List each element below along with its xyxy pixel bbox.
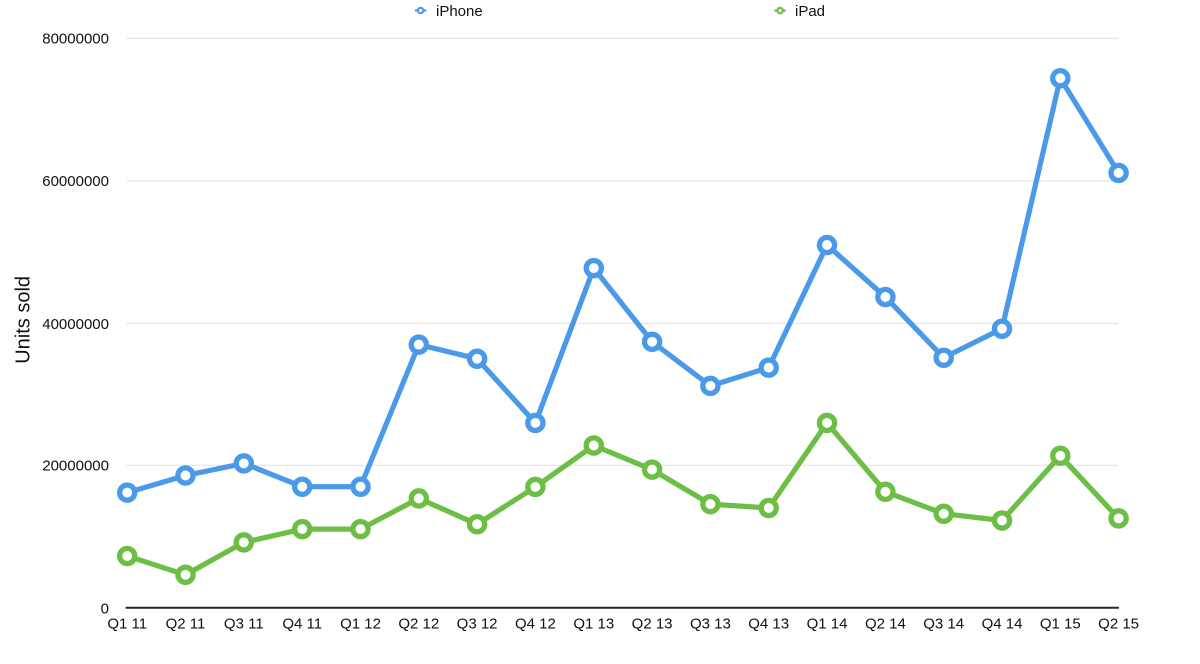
svg-text:80000000: 80000000 <box>42 31 109 48</box>
svg-text:Q1 12: Q1 12 <box>340 615 381 632</box>
svg-text:Q2 15: Q2 15 <box>1098 615 1139 632</box>
svg-text:Q4 11: Q4 11 <box>282 615 322 632</box>
svg-text:Q4 14: Q4 14 <box>982 615 1023 632</box>
svg-text:Q1 14: Q1 14 <box>807 615 848 632</box>
svg-text:Q3 11: Q3 11 <box>224 615 264 632</box>
svg-text:Q4 12: Q4 12 <box>515 615 556 632</box>
svg-text:Q3 12: Q3 12 <box>457 615 498 632</box>
svg-text:Q1 15: Q1 15 <box>1040 615 1081 632</box>
svg-text:20000000: 20000000 <box>42 458 109 475</box>
svg-text:Q3 13: Q3 13 <box>690 615 731 632</box>
svg-text:Q3 14: Q3 14 <box>923 615 964 632</box>
svg-text:Q2 12: Q2 12 <box>398 615 439 632</box>
svg-text:Q4 13: Q4 13 <box>748 615 789 632</box>
svg-text:40000000: 40000000 <box>42 316 109 333</box>
svg-text:60000000: 60000000 <box>42 173 109 190</box>
svg-text:iPhone: iPhone <box>436 3 483 20</box>
svg-text:Q1 11: Q1 11 <box>107 615 147 632</box>
svg-text:iPad: iPad <box>795 3 825 20</box>
svg-text:Q1 13: Q1 13 <box>573 615 614 632</box>
svg-text:0: 0 <box>101 601 109 618</box>
svg-text:Q2 13: Q2 13 <box>632 615 673 632</box>
svg-text:Q2 11: Q2 11 <box>166 615 206 632</box>
svg-text:Units sold: Units sold <box>13 276 35 364</box>
svg-text:Q2 14: Q2 14 <box>865 615 906 632</box>
